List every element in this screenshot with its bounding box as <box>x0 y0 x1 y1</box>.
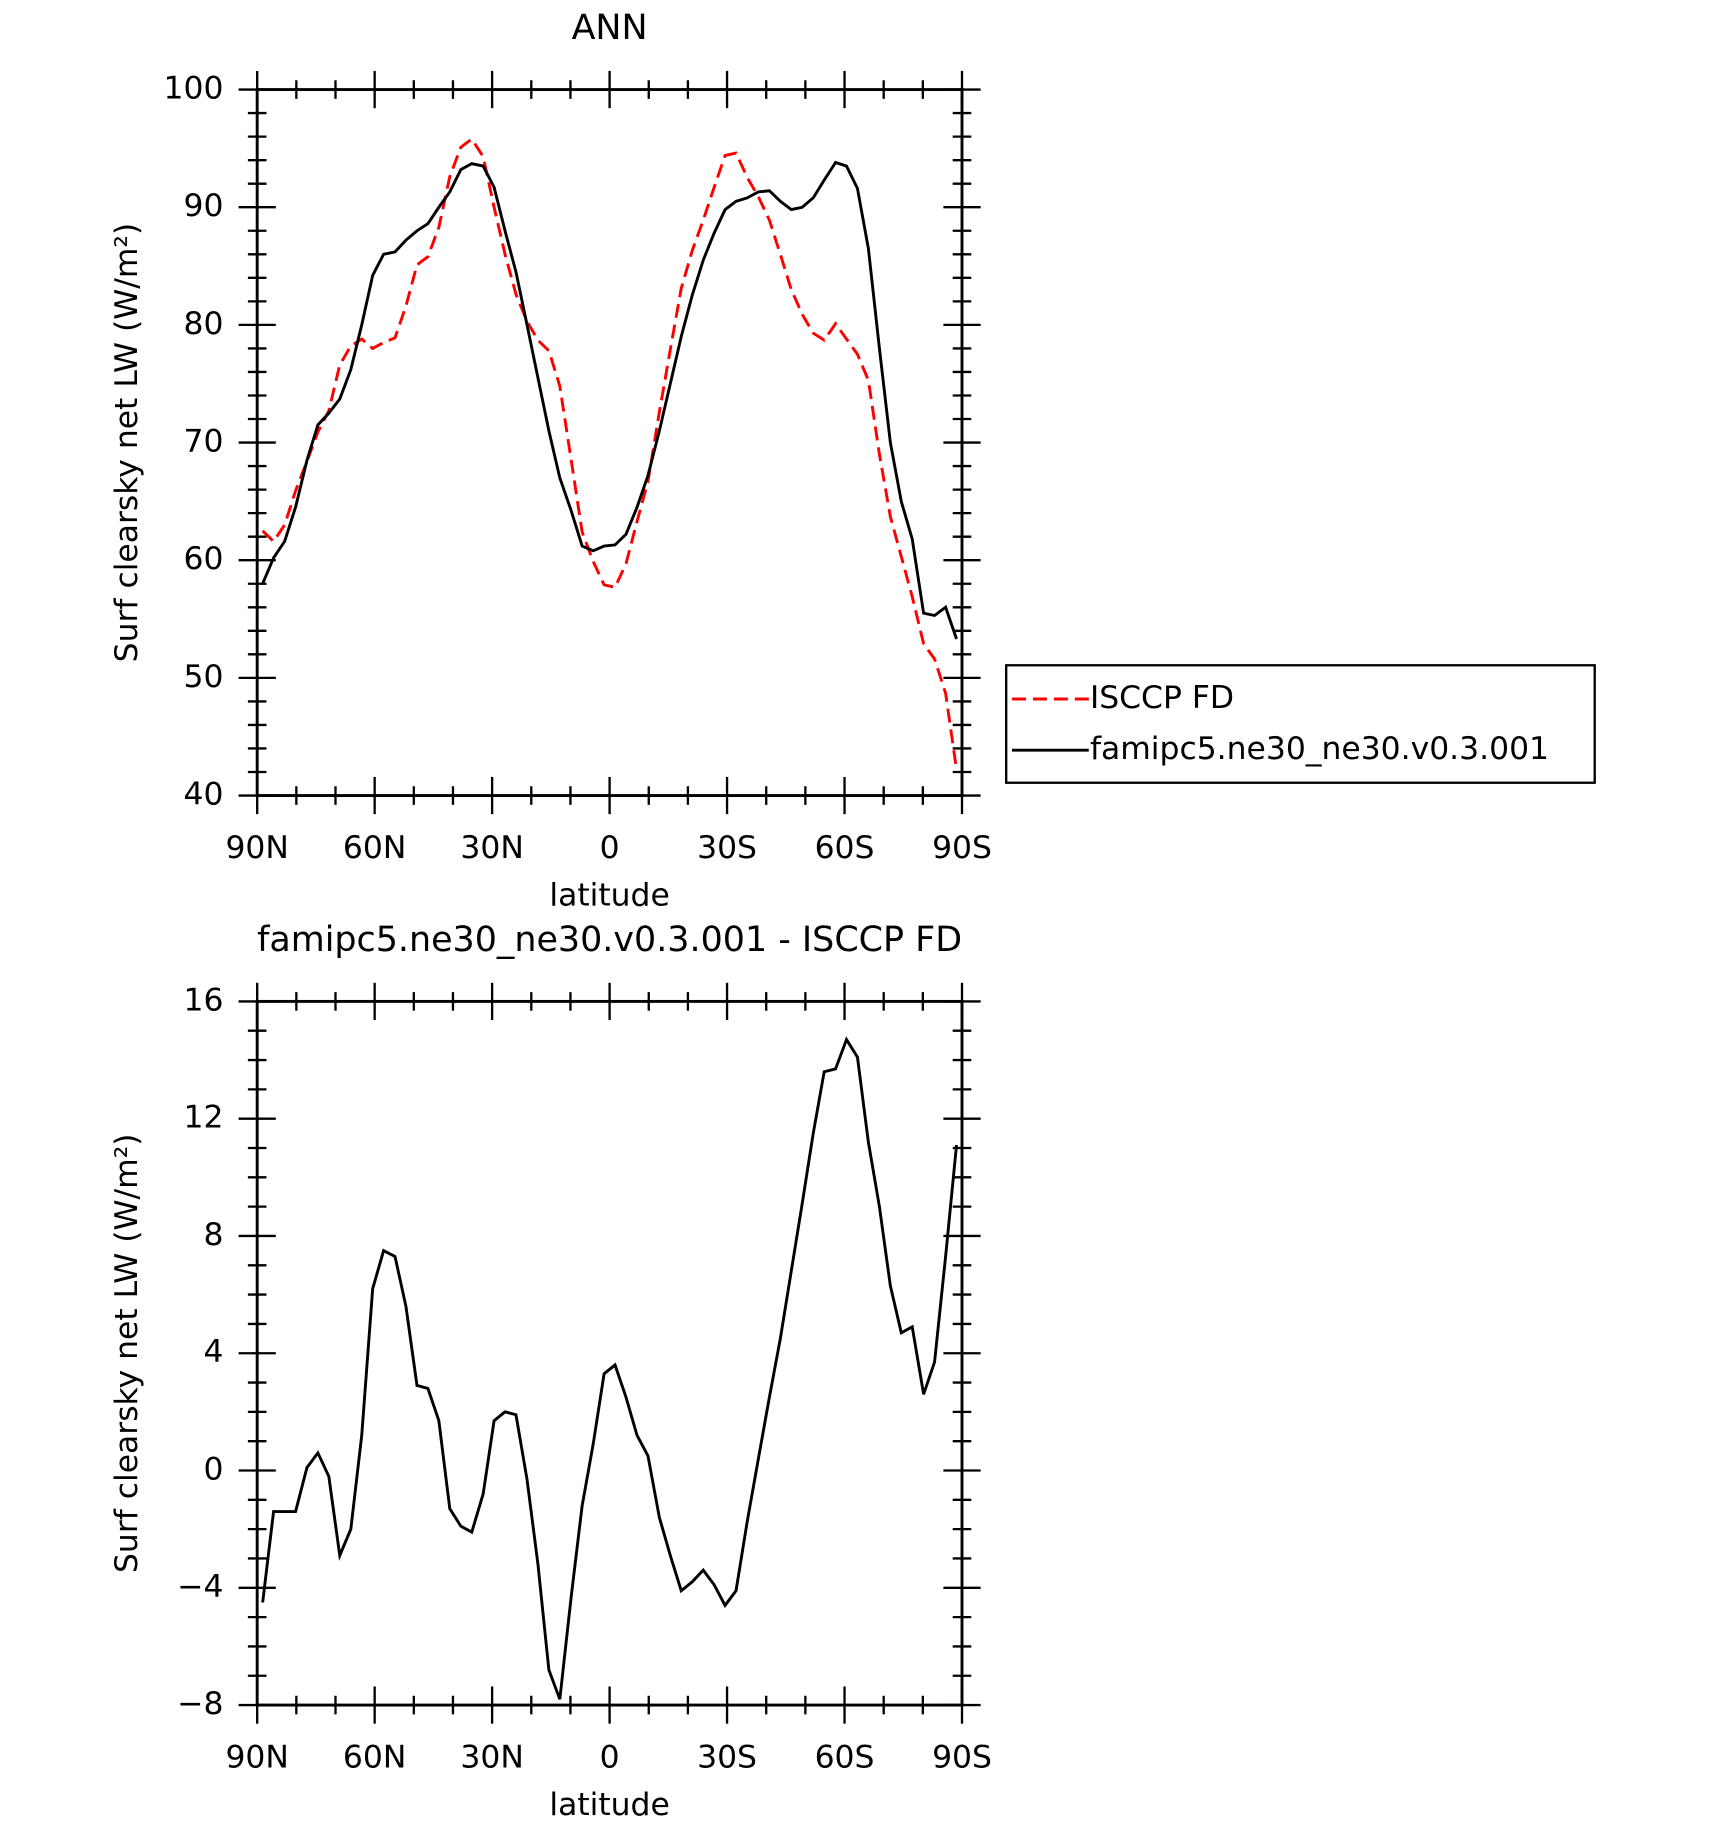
y-axis-label: Surf clearsky net LW (W/m²) <box>109 223 145 663</box>
y-tick-label: 40 <box>183 777 223 813</box>
y-tick-label: 90 <box>183 188 223 224</box>
legend-label: famipc5.ne30_ne30.v0.3.001 <box>1090 731 1549 767</box>
x-tick-label: 30N <box>460 830 523 866</box>
x-axis-label: latitude <box>549 878 669 914</box>
y-tick-label: 0 <box>203 1452 223 1488</box>
y-tick-label: −4 <box>177 1569 223 1605</box>
x-tick-label: 30S <box>697 830 757 866</box>
x-axis-label: latitude <box>549 1787 669 1823</box>
legend-label: ISCCP FD <box>1090 680 1234 716</box>
plot-frame <box>255 999 964 1707</box>
y-axis-label: Surf clearsky net LW (W/m²) <box>109 1133 145 1573</box>
x-tick-label: 90N <box>225 830 288 866</box>
y-tick-label: 50 <box>183 659 223 695</box>
chart-title: famipc5.ne30_ne30.v0.3.001 - ISCCP FD <box>257 920 962 960</box>
x-tick-label: 0 <box>600 830 620 866</box>
x-tick-label: 60S <box>815 1740 875 1776</box>
y-tick-label: −8 <box>177 1686 223 1722</box>
legend-box <box>1005 664 1596 784</box>
y-tick-label: 70 <box>183 424 223 460</box>
y-tick-label: 8 <box>203 1217 223 1253</box>
x-tick-label: 30N <box>460 1740 523 1776</box>
y-tick-label: 80 <box>183 306 223 342</box>
x-tick-label: 30S <box>697 1740 757 1776</box>
data-line <box>261 136 958 770</box>
x-tick-label: 60N <box>343 830 406 866</box>
y-tick-label: 60 <box>183 541 223 577</box>
x-tick-label: 90S <box>932 1740 992 1776</box>
plot-frame <box>255 88 964 797</box>
chart-title: ANN <box>572 8 648 48</box>
data-line <box>261 160 958 640</box>
y-tick-label: 12 <box>183 1100 223 1136</box>
x-tick-label: 60S <box>815 830 875 866</box>
x-tick-label: 0 <box>600 1740 620 1776</box>
x-tick-label: 60N <box>343 1740 406 1776</box>
data-line <box>261 1036 958 1700</box>
y-tick-label: 16 <box>183 982 223 1018</box>
x-tick-label: 90S <box>932 830 992 866</box>
x-tick-label: 90N <box>225 1740 288 1776</box>
y-tick-label: 100 <box>164 71 224 107</box>
y-tick-label: 4 <box>203 1334 223 1370</box>
